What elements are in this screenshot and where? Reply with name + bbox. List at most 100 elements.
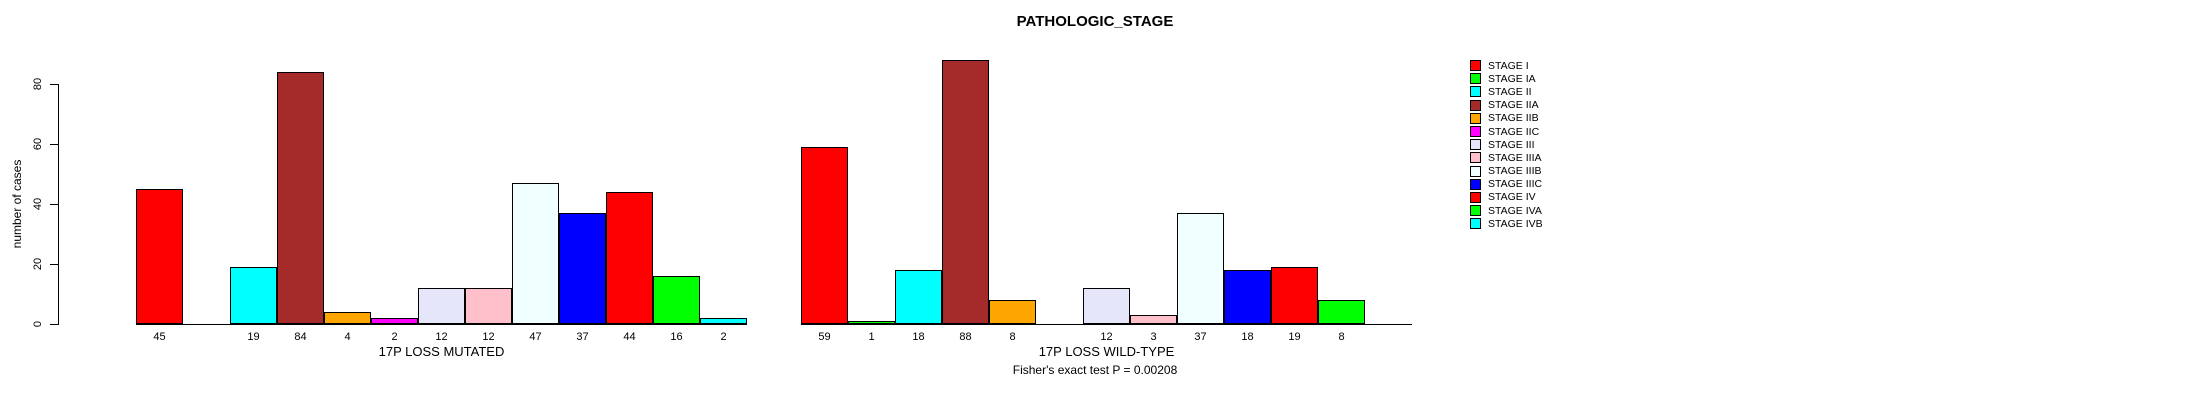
bar-value-stage-iia-17p-loss-wild-type: 88	[959, 331, 972, 343]
bar-stage-iiia-17p-loss-wild-type	[1130, 315, 1177, 324]
y-axis-line	[58, 84, 59, 325]
bar-value-stage-iii-17p-loss-wild-type: 12	[1100, 331, 1113, 343]
bar-value-stage-ii-17p-loss-wild-type: 18	[912, 331, 925, 343]
bar-value-stage-iiib-17p-loss-mutated: 47	[529, 331, 542, 343]
legend-item-stage-iii: STAGE III	[1470, 138, 1543, 151]
legend-swatch-stage-iiia	[1470, 152, 1481, 164]
y-tick-0	[50, 324, 58, 325]
y-tick-20	[50, 264, 58, 265]
bar-group-mutated	[136, 72, 747, 325]
bar-value-stage-ia-17p-loss-wild-type: 1	[868, 331, 875, 343]
legend-label-stage-ia: STAGE IA	[1488, 72, 1536, 85]
legend-swatch-stage-iva	[1470, 205, 1481, 217]
legend-item-stage-ii: STAGE II	[1470, 85, 1543, 98]
bar-value-stage-iv-17p-loss-wild-type: 19	[1288, 331, 1301, 343]
legend: STAGE I STAGE IA STAGE II STAGE IIA STAGE II…	[1470, 59, 1543, 230]
bar-stage-iib-17p-loss-wild-type	[989, 300, 1036, 324]
bar-stage-iva-17p-loss-wild-type	[1318, 300, 1365, 324]
chart-title: PATHOLOGIC_STAGE	[1016, 13, 1174, 30]
bar-stage-iiia-17p-loss-mutated	[465, 288, 512, 324]
bar-value-stage-iiic-17p-loss-mutated: 37	[576, 331, 589, 343]
y-tick-60	[50, 144, 58, 145]
bar-group-wildtype	[801, 60, 1412, 325]
bar-value-stage-iiib-17p-loss-wild-type: 37	[1194, 331, 1207, 343]
bar-stage-iia-17p-loss-wild-type	[942, 60, 989, 324]
legend-swatch-stage-iiic	[1470, 178, 1481, 190]
bar-stage-i-17p-loss-wild-type	[801, 147, 848, 324]
bar-stage-ii-17p-loss-wild-type	[895, 270, 942, 324]
bar-value-stage-iva-17p-loss-mutated: 16	[670, 331, 683, 343]
bar-stage-iv-17p-loss-mutated	[606, 192, 653, 324]
legend-swatch-stage-iia	[1470, 99, 1481, 111]
bar-value-stage-iic-17p-loss-mutated: 2	[391, 331, 398, 343]
legend-swatch-stage-iic	[1470, 126, 1481, 138]
legend-item-stage-ivb: STAGE IVB	[1470, 217, 1543, 230]
bar-stage-ivb-17p-loss-mutated	[700, 318, 747, 324]
legend-item-stage-iva: STAGE IVA	[1470, 204, 1543, 217]
bar-stage-iva-17p-loss-mutated	[653, 276, 700, 324]
y-tick-label-0: 0	[32, 320, 44, 328]
legend-item-stage-iib: STAGE IIB	[1470, 112, 1543, 125]
legend-item-stage-iiib: STAGE IIIB	[1470, 165, 1543, 178]
bar-stage-iiib-17p-loss-mutated	[512, 183, 559, 324]
y-tick-80	[50, 84, 58, 85]
legend-item-stage-iv: STAGE IV	[1470, 191, 1543, 204]
x-axis-label-mutated: 17P LOSS MUTATED	[378, 344, 505, 359]
bar-value-stage-iii-17p-loss-mutated: 12	[435, 331, 448, 343]
legend-swatch-stage-iiib	[1470, 165, 1481, 177]
legend-item-stage-ia: STAGE IA	[1470, 72, 1543, 85]
legend-label-stage-ii: STAGE II	[1488, 85, 1532, 98]
bar-stage-ii-17p-loss-mutated	[230, 267, 277, 324]
legend-label-stage-iiia: STAGE IIIA	[1488, 151, 1542, 164]
y-axis-title: number of cases	[10, 159, 24, 249]
bar-value-stage-iib-17p-loss-wild-type: 8	[1009, 331, 1016, 343]
bar-stage-iiib-17p-loss-wild-type	[1177, 213, 1224, 324]
legend-swatch-stage-iib	[1470, 112, 1481, 124]
bar-value-stage-iiic-17p-loss-wild-type: 18	[1241, 331, 1254, 343]
bar-value-stage-iv-17p-loss-mutated: 44	[623, 331, 636, 343]
legend-item-stage-iic: STAGE IIC	[1470, 125, 1543, 138]
bar-stage-iii-17p-loss-mutated	[418, 288, 465, 324]
bar-stage-iv-17p-loss-wild-type	[1271, 267, 1318, 324]
legend-label-stage-iia: STAGE IIA	[1488, 99, 1539, 112]
legend-swatch-stage-ivb	[1470, 218, 1481, 230]
y-tick-label-40: 40	[32, 197, 44, 211]
legend-label-stage-iiic: STAGE IIIC	[1488, 178, 1543, 191]
legend-label-stage-iic: STAGE IIC	[1488, 125, 1540, 138]
legend-swatch-stage-ia	[1470, 73, 1481, 85]
fisher-test-note: Fisher's exact test P = 0.00208	[1012, 363, 1178, 377]
y-tick-label-20: 20	[32, 257, 44, 271]
legend-item-stage-i: STAGE I	[1470, 59, 1543, 72]
bar-stage-iic-17p-loss-mutated	[371, 318, 418, 324]
bar-stage-iii-17p-loss-wild-type	[1083, 288, 1130, 324]
y-tick-40	[50, 204, 58, 205]
x-axis-label-wildtype: 17P LOSS WILD-TYPE	[1038, 344, 1175, 359]
bar-stage-iib-17p-loss-mutated	[324, 312, 371, 324]
bar-value-stage-iiia-17p-loss-wild-type: 3	[1150, 331, 1157, 343]
legend-item-stage-iia: STAGE IIA	[1470, 99, 1543, 112]
legend-label-stage-iii: STAGE III	[1488, 138, 1535, 151]
bar-value-stage-i-17p-loss-mutated: 45	[153, 331, 166, 343]
bar-stage-ia-17p-loss-wild-type	[848, 321, 895, 324]
bar-value-stage-ii-17p-loss-mutated: 19	[247, 331, 260, 343]
bar-value-stage-iib-17p-loss-mutated: 4	[344, 331, 351, 343]
legend-label-stage-iib: STAGE IIB	[1488, 112, 1539, 125]
legend-item-stage-iiic: STAGE IIIC	[1470, 178, 1543, 191]
bar-value-stage-ivb-17p-loss-mutated: 2	[720, 331, 727, 343]
bar-stage-i-17p-loss-mutated	[136, 189, 183, 324]
y-tick-label-60: 60	[32, 137, 44, 151]
legend-swatch-stage-iii	[1470, 139, 1481, 151]
legend-label-stage-iiib: STAGE IIIB	[1488, 165, 1542, 178]
bar-stage-iiic-17p-loss-mutated	[559, 213, 606, 324]
legend-label-stage-ivb: STAGE IVB	[1488, 217, 1543, 230]
bar-value-stage-iva-17p-loss-wild-type: 8	[1338, 331, 1345, 343]
legend-label-stage-i: STAGE I	[1488, 59, 1529, 72]
bar-value-stage-iia-17p-loss-mutated: 84	[294, 331, 307, 343]
legend-label-stage-iv: STAGE IV	[1488, 191, 1536, 204]
legend-swatch-stage-ii	[1470, 86, 1481, 98]
y-tick-label-80: 80	[32, 77, 44, 91]
bar-stage-iiic-17p-loss-wild-type	[1224, 270, 1271, 324]
legend-swatch-stage-i	[1470, 60, 1481, 72]
legend-swatch-stage-iv	[1470, 191, 1481, 203]
